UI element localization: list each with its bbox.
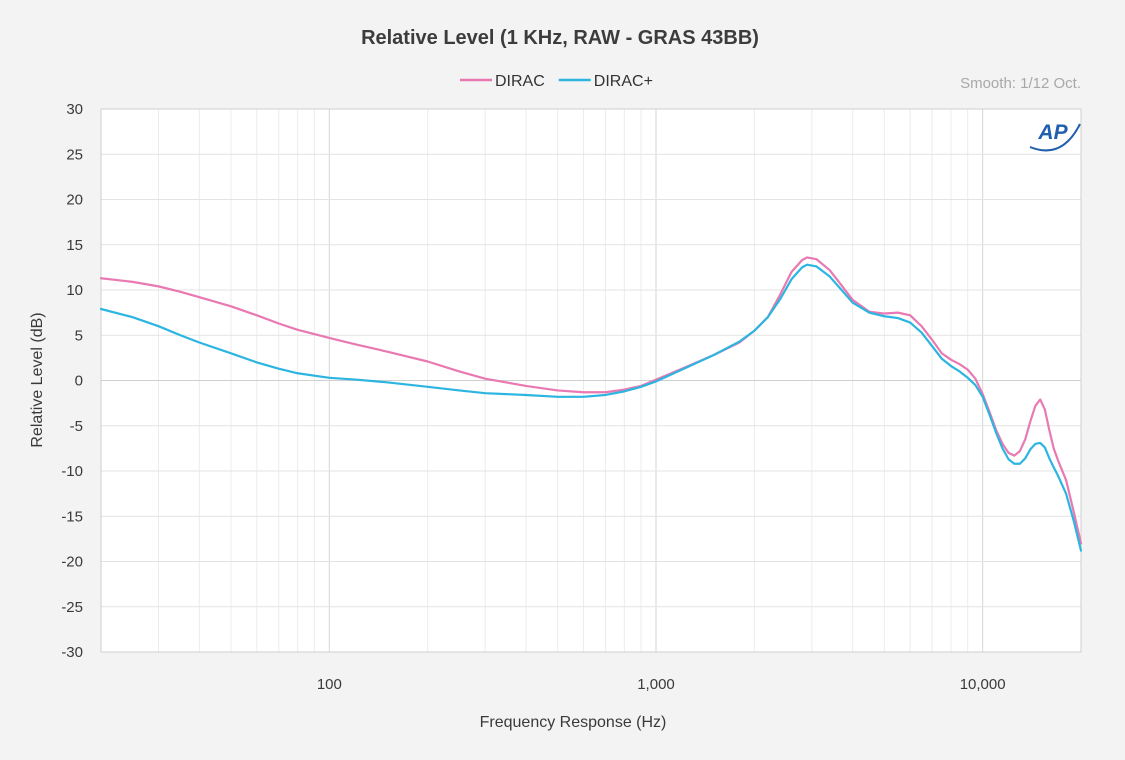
y-tick-label: 20 [66,192,83,209]
chart-title: Relative Level (1 KHz, RAW - GRAS 43BB) [361,27,759,49]
y-tick-label: -20 [61,554,83,571]
series-line-dirac [99,263,1083,552]
legend-item: DIRAC [460,73,545,90]
x-axis-label: Frequency Response (Hz) [480,714,667,731]
legend: DIRAC DIRAC+ [460,73,653,90]
ap-logo-text: AP [1037,121,1068,144]
y-tick-label: 5 [75,327,83,344]
y-tick-label: 15 [66,237,83,254]
y-axis-tick-labels: 30 25 20 15 10 5 0 -5 -10 -15 -20 -25 -30 [61,101,83,661]
y-tick-label: 30 [66,101,83,118]
y-tick-label: -10 [61,463,83,480]
x-axis-tick-labels: 100 1,000 10,000 [317,676,1006,693]
y-tick-label: 25 [66,146,83,163]
y-tick-label: -15 [61,508,83,525]
y-tick-label: 0 [75,373,83,390]
y-tick-label: -5 [70,418,83,435]
y-tick-label: -25 [61,599,83,616]
ap-logo-icon: AP [1029,121,1081,152]
plot-border [100,108,1082,653]
legend-label: DIRAC+ [594,73,653,90]
x-tick-label: 10,000 [960,676,1006,693]
x-tick-label: 1,000 [637,676,675,693]
legend-label: DIRAC [495,73,545,90]
series-layer [99,256,1083,552]
smoothing-note: Smooth: 1/12 Oct. [960,75,1081,92]
series-line-dirac [99,256,1083,545]
y-tick-label: 10 [66,282,83,299]
y-tick-label: -30 [61,644,83,661]
y-axis-label: Relative Level (dB) [29,312,46,447]
x-tick-label: 100 [317,676,342,693]
legend-item: DIRAC+ [558,73,653,90]
major-gridlines [101,108,1081,653]
